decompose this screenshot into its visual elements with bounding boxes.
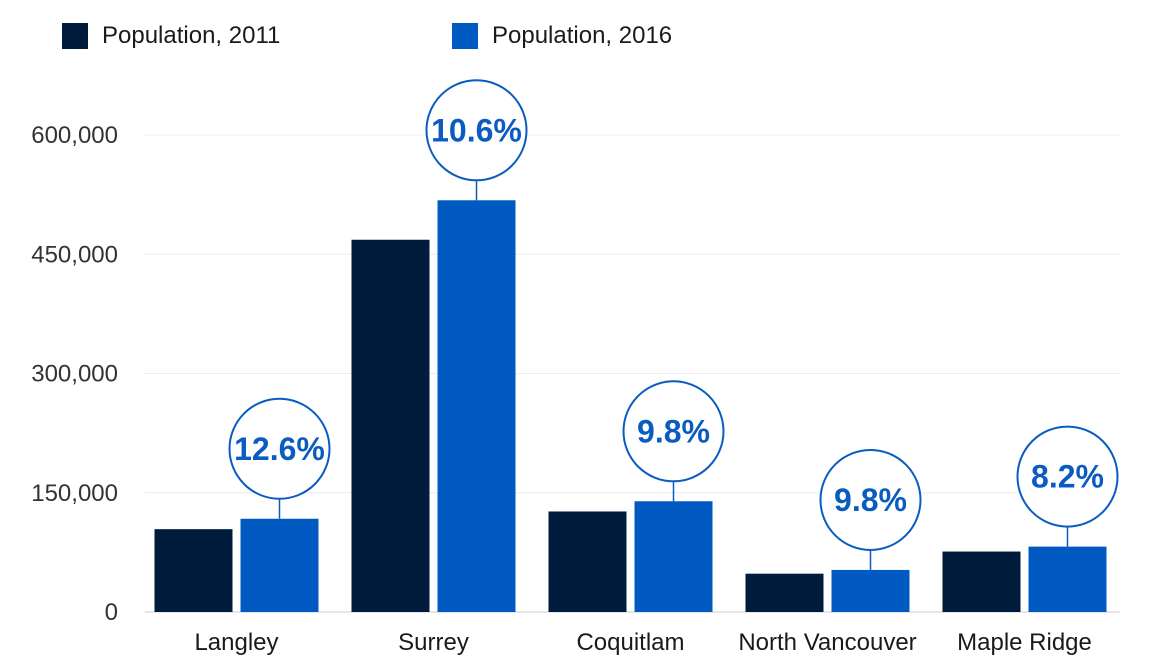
legend-item-2011: Population, 2011 (62, 22, 280, 50)
growth-annotations: 12.6% 10.6% 9.8% 9.8% 8.2% (228, 79, 1119, 570)
annotation-bubble (425, 79, 528, 182)
annotation-bubble (228, 397, 331, 500)
legend-label-2016: Population, 2016 (492, 22, 673, 49)
bar-2011 (745, 573, 824, 612)
y-axis-ticks: 0 150,000 300,000 450,000 600,000 (31, 122, 118, 626)
y-tick-label: 150,000 (31, 480, 118, 507)
annotation-bubble (819, 448, 922, 551)
bars (154, 200, 1107, 612)
x-tick-label: Langley (194, 629, 278, 656)
bar-2011 (942, 551, 1021, 612)
annotation-bubble (622, 380, 725, 483)
bar-2016 (437, 200, 516, 612)
annotation-label: 9.8% (834, 482, 907, 518)
legend-label-2011: Population, 2011 (102, 22, 281, 49)
x-tick-label: Coquitlam (576, 629, 684, 656)
bar-2011 (351, 239, 430, 612)
bar-2016 (240, 518, 319, 612)
chart-legend: Population, 2011 Population, 2016 (0, 22, 1170, 62)
x-tick-label: Surrey (398, 629, 469, 656)
x-tick-label: North Vancouver (738, 629, 916, 656)
legend-swatch-2016 (452, 23, 478, 49)
annotation-label: 8.2% (1031, 459, 1104, 495)
bar-2016 (831, 569, 910, 612)
x-axis-labels: Langley Surrey Coquitlam North Vancouver Map… (194, 629, 1091, 656)
bar-2016 (634, 501, 713, 612)
annotation-bubble (1016, 425, 1119, 528)
y-tick-label: 300,000 (31, 361, 118, 388)
annotation-label: 10.6% (431, 112, 522, 148)
y-tick-label: 450,000 (31, 241, 118, 268)
annotation-label: 9.8% (637, 413, 710, 449)
legend-item-2016: Population, 2016 (452, 22, 672, 50)
y-tick-label: 600,000 (31, 122, 118, 149)
y-tick-label: 0 (105, 599, 118, 626)
bar-2016 (1028, 546, 1107, 612)
annotation-label: 12.6% (234, 431, 325, 467)
legend-swatch-2011 (62, 23, 88, 49)
bar-2011 (154, 529, 233, 612)
bar-2011 (548, 511, 627, 612)
x-tick-label: Maple Ridge (957, 629, 1092, 656)
